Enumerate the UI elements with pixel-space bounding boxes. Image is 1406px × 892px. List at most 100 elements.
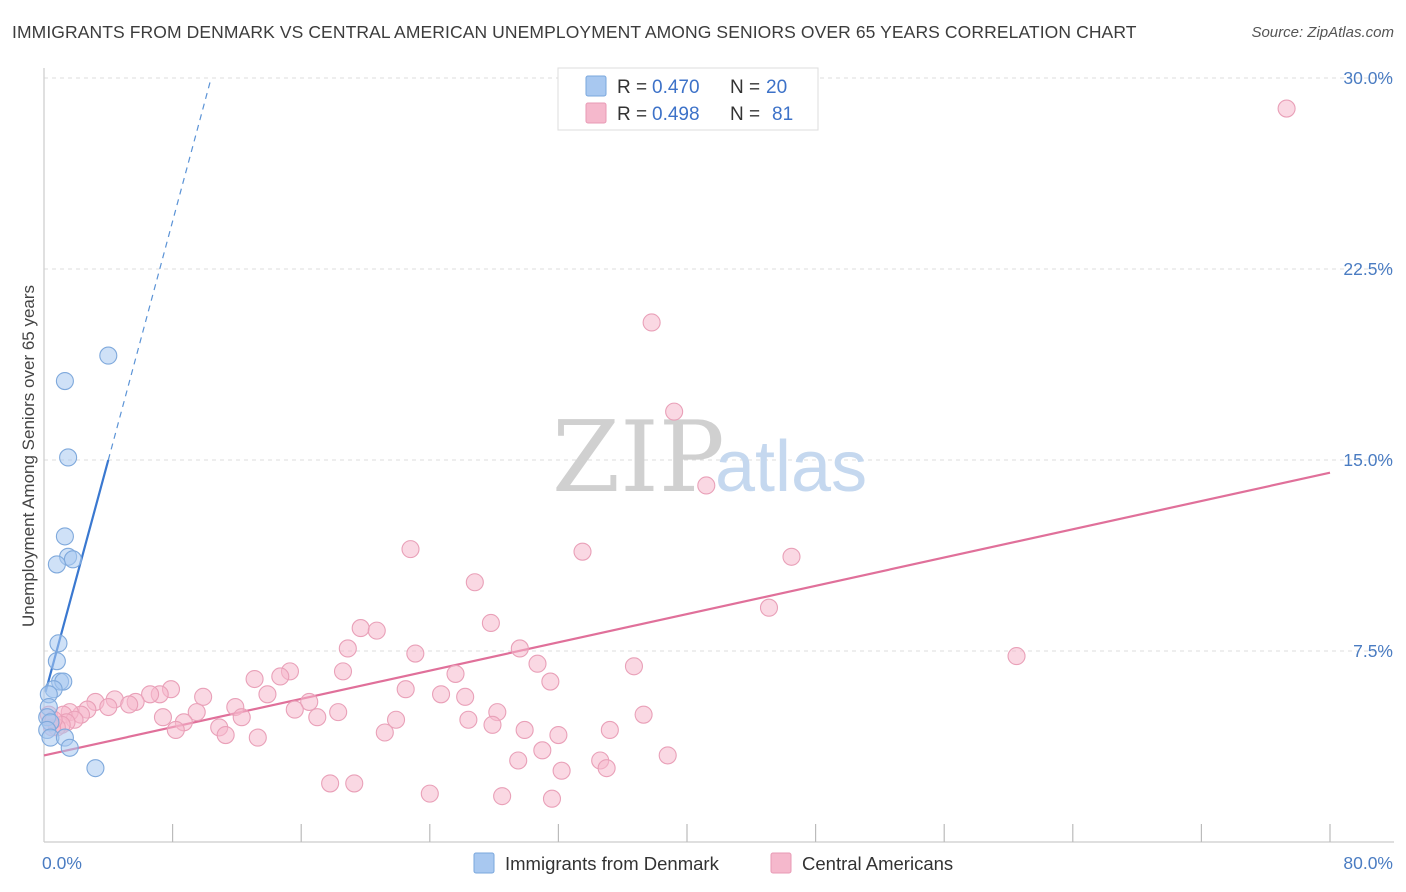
point-central-americans-73 [552, 761, 571, 780]
point-central-americans-21 [271, 667, 290, 686]
x-tick-labels: 0.0% 80.0% [42, 853, 1393, 873]
legend-r-value-central-americans: 0.498 [652, 104, 700, 125]
point-central-americans-62 [515, 720, 534, 739]
point-central-americans-12 [338, 639, 357, 658]
bottom-legend-swatch-central-americans [770, 852, 792, 874]
point-central-americans-31 [194, 687, 213, 706]
y-tick-label-3: 30.0% [1343, 68, 1393, 88]
point-central-americans-27 [456, 687, 475, 706]
point-central-americans-26 [432, 685, 451, 704]
y-tick-label-1: 15.0% [1343, 450, 1393, 470]
legend-r-label-central-americans: R = [617, 104, 647, 125]
point-central-americans-65 [216, 725, 235, 745]
point-denmark-20 [86, 759, 105, 778]
point-central-americans-4 [401, 540, 420, 559]
point-central-americans-75 [345, 774, 364, 793]
legend-r-value-denmark: 0.470 [652, 77, 700, 98]
point-central-americans-43 [329, 703, 348, 722]
point-central-americans-28 [258, 685, 277, 704]
point-central-americans-68 [533, 741, 552, 760]
point-central-americans-66 [248, 728, 267, 747]
y-tick-label-0: 7.5% [1353, 641, 1393, 661]
point-central-americans-67 [549, 725, 568, 745]
chart-title: IMMIGRANTS FROM DENMARK VS CENTRAL AMERI… [12, 22, 1137, 42]
point-central-americans-39 [285, 700, 304, 719]
trend-line-central-americans [43, 471, 1331, 757]
source-credit: Source: ZipAtlas.com [1251, 24, 1394, 41]
point-denmark-7 [49, 634, 68, 653]
point-central-americans-36 [120, 695, 139, 714]
point-central-americans-47 [308, 708, 327, 727]
bottom-legend-label-denmark: Immigrants from Denmark [505, 853, 720, 874]
point-central-americans-8 [759, 598, 779, 617]
point-central-americans-0 [1277, 99, 1296, 118]
point-central-americans-64 [375, 723, 394, 742]
point-denmark-3 [55, 527, 74, 546]
watermark-zip: ZIP [552, 401, 725, 515]
point-central-americans-77 [493, 787, 512, 806]
point-central-americans-78 [542, 789, 562, 808]
legend: R = 0.470 N = 20 R = 0.498 N = 81 [557, 67, 819, 131]
watermark: ZIP atlas [552, 401, 867, 515]
legend-swatch-central-americans [585, 102, 607, 124]
legend-n-value-denmark: 20 [766, 77, 787, 98]
point-central-americans-13 [510, 639, 529, 658]
point-central-americans-2 [665, 402, 684, 421]
bottom-legend: Immigrants from Denmark Central American… [473, 852, 953, 874]
point-central-americans-24 [396, 680, 415, 699]
point-central-americans-1 [642, 313, 661, 332]
legend-swatch-denmark [585, 75, 607, 97]
point-central-americans-3 [697, 476, 716, 495]
point-central-americans-74 [321, 774, 340, 793]
point-central-americans-57 [483, 715, 502, 734]
point-central-americans-48 [153, 708, 173, 727]
point-denmark-19 [60, 738, 79, 757]
point-central-americans-76 [420, 784, 439, 803]
point-central-americans-5 [573, 542, 592, 561]
point-central-americans-22 [245, 669, 264, 689]
point-central-americans-16 [528, 654, 547, 673]
bottom-legend-label-central-americans: Central Americans [802, 853, 953, 874]
point-central-americans-9 [481, 613, 500, 633]
point-central-americans-11 [367, 621, 386, 640]
point-central-americans-50 [386, 710, 406, 729]
legend-n-value-central-americans: 81 [772, 104, 793, 125]
legend-n-label-central-americans: N = [730, 104, 760, 125]
x-tick-label-0: 0.0% [42, 853, 82, 873]
legend-n-label-denmark: N = [730, 77, 760, 98]
point-central-americans-69 [658, 746, 677, 765]
point-central-americans-10 [351, 619, 370, 638]
point-central-americans-23 [541, 672, 560, 691]
point-central-americans-41 [187, 703, 206, 722]
y-tick-labels: 7.5% 15.0% 22.5% 30.0% [1343, 68, 1393, 661]
point-denmark-2 [59, 448, 78, 467]
y-tick-label-2: 22.5% [1343, 259, 1393, 279]
point-central-americans-14 [406, 644, 425, 663]
point-central-americans-72 [597, 759, 616, 778]
point-central-americans-19 [333, 662, 353, 681]
point-central-americans-7 [465, 573, 484, 592]
point-central-americans-49 [232, 708, 251, 727]
watermark-atlas: atlas [715, 427, 867, 507]
bottom-legend-swatch-denmark [473, 852, 495, 874]
point-central-americans-37 [99, 697, 118, 717]
point-central-americans-60 [166, 720, 185, 739]
point-central-americans-70 [509, 751, 528, 770]
point-central-americans-20 [446, 664, 465, 683]
point-central-americans-51 [634, 705, 653, 724]
point-denmark-8 [47, 652, 66, 671]
grid-lines [44, 77, 1394, 652]
point-central-americans-63 [600, 720, 619, 739]
x-tick-label-1: 80.0% [1343, 853, 1393, 873]
point-central-americans-6 [782, 547, 801, 566]
point-denmark-0 [99, 346, 118, 365]
point-central-americans-17 [624, 657, 644, 676]
point-central-americans-33 [300, 692, 319, 711]
data-points [38, 99, 1296, 808]
point-central-americans-30 [141, 685, 160, 704]
legend-r-label-denmark: R = [617, 77, 647, 98]
y-axis-label: Unemployment Among Seniors over 65 years [19, 285, 38, 627]
point-denmark-6 [47, 555, 66, 574]
point-central-americans-52 [459, 710, 478, 729]
